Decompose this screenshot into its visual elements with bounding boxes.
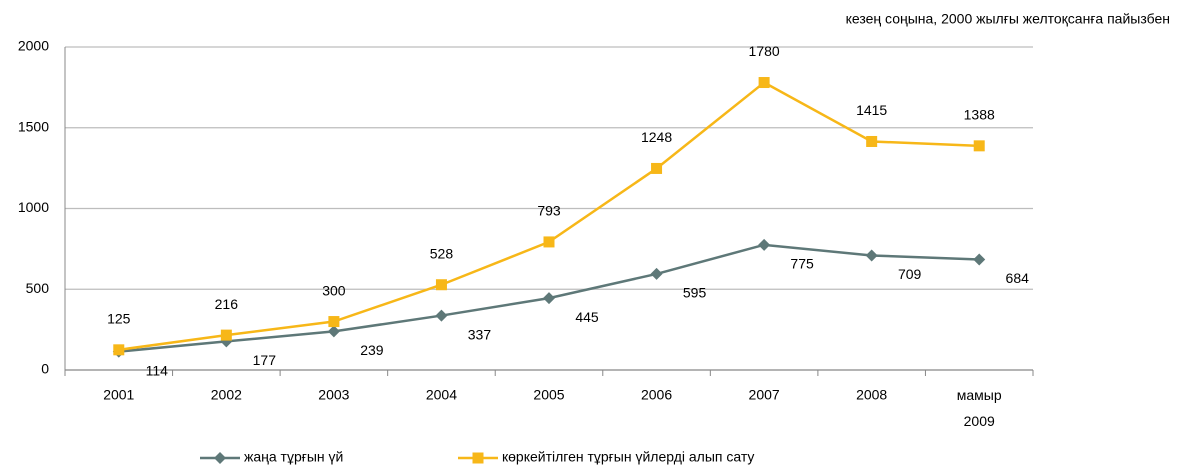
data-label: 1780 bbox=[749, 43, 780, 59]
data-label: 216 bbox=[215, 296, 239, 312]
data-label: 1248 bbox=[641, 129, 672, 145]
y-tick-label: 1000 bbox=[18, 199, 49, 215]
data-label: 528 bbox=[430, 245, 454, 261]
point-marker bbox=[866, 135, 878, 147]
legend-label: көркейтілген тұрғын үйлерді алып сату bbox=[502, 449, 754, 465]
point-marker bbox=[435, 309, 448, 322]
data-label: 709 bbox=[898, 266, 922, 282]
y-tick-label: 500 bbox=[26, 280, 50, 296]
point-marker bbox=[543, 292, 555, 305]
data-label: 775 bbox=[790, 256, 814, 272]
point-marker bbox=[220, 329, 232, 341]
y-tick-label: 1500 bbox=[18, 118, 49, 134]
point-marker bbox=[328, 316, 340, 328]
x-tick-label: мамыр 2009 bbox=[957, 387, 1002, 429]
data-label: 1388 bbox=[964, 107, 995, 123]
data-label: 793 bbox=[537, 203, 561, 219]
x-tick-label: 2003 bbox=[318, 387, 349, 403]
point-marker bbox=[543, 236, 555, 248]
chart-subtitle: кезең соңына, 2000 жылғы желтоқсанға пай… bbox=[846, 11, 1170, 27]
data-label: 595 bbox=[683, 285, 707, 301]
point-marker bbox=[865, 249, 878, 262]
data-label: 300 bbox=[322, 282, 346, 298]
data-label: 125 bbox=[107, 311, 131, 327]
point-marker bbox=[758, 77, 770, 89]
data-label: 337 bbox=[468, 326, 492, 342]
x-tick-label: 2008 bbox=[856, 387, 887, 403]
point-marker bbox=[650, 267, 663, 280]
data-label: 114 bbox=[146, 362, 169, 378]
x-tick-label: 2006 bbox=[641, 387, 672, 403]
point-marker bbox=[214, 452, 226, 464]
y-tick-label: 0 bbox=[41, 361, 49, 377]
point-marker bbox=[472, 452, 484, 464]
data-label: 445 bbox=[575, 309, 599, 325]
point-marker bbox=[435, 279, 447, 291]
x-tick-label: 2004 bbox=[426, 387, 457, 403]
x-tick-label: 2005 bbox=[533, 387, 564, 403]
legend-label: жаңа тұрғын үй bbox=[244, 449, 343, 465]
point-marker bbox=[973, 140, 985, 152]
x-tick-label: 2002 bbox=[211, 387, 242, 403]
data-label: 177 bbox=[253, 352, 277, 368]
x-tick-label: 2007 bbox=[749, 387, 780, 403]
data-label: 1415 bbox=[856, 102, 887, 118]
data-label: 239 bbox=[360, 342, 384, 358]
x-tick-label: 2001 bbox=[103, 387, 134, 403]
point-marker bbox=[973, 253, 986, 266]
point-marker bbox=[113, 344, 125, 356]
point-marker bbox=[327, 325, 340, 338]
y-tick-label: 2000 bbox=[18, 38, 49, 54]
point-marker bbox=[758, 238, 771, 251]
point-marker bbox=[651, 162, 663, 174]
data-label: 684 bbox=[1006, 270, 1030, 286]
